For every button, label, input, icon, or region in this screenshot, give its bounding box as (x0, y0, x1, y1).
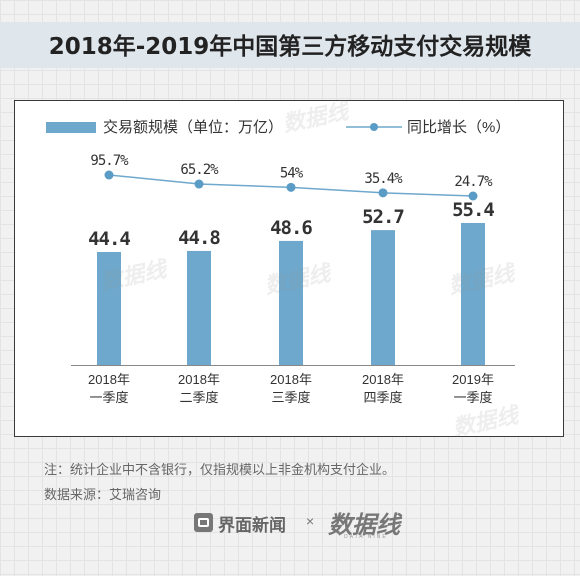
bar-value-label: 44.8 (178, 227, 220, 249)
bar-value-label: 44.4 (88, 228, 130, 250)
growth-point (286, 182, 296, 192)
note-text: 注：统计企业中不含银行，仅指规模以上非金机构支付企业。 (44, 463, 396, 478)
x-tick-label-quarter: 二季度 (179, 390, 218, 405)
legend-bar-label: 交易额规模（单位：万亿） (103, 118, 283, 136)
x-tick-label-quarter: 一季度 (89, 390, 128, 405)
growth-label: 95.7% (90, 153, 129, 169)
x-tick-label-year: 2018年 (178, 372, 220, 387)
footer: 界面新闻 × 数据线 DATA NINE (0, 509, 580, 540)
growth-label: 65.2% (180, 162, 219, 178)
chart-panel: 交易额规模（单位：万亿） 同比增长（%） 44.4 44.8 48.6 52.7 55.4 9… (14, 100, 564, 437)
partner-logo: 数据线 (328, 510, 400, 539)
growth-point (194, 179, 204, 189)
bar-value-label: 55.4 (452, 199, 494, 221)
growth-label: 24.7% (454, 174, 493, 190)
growth-point (104, 170, 114, 180)
x-tick-label-quarter: 三季度 (271, 390, 310, 405)
bar (279, 240, 303, 365)
legend-line-marker (370, 123, 378, 131)
bar-value-label: 52.7 (362, 206, 404, 228)
separator: × (306, 513, 315, 529)
chart-canvas: 交易额规模（单位：万亿） 同比增长（%） 44.4 44.8 48.6 52.7 55.4 9… (46, 118, 515, 405)
bar (187, 250, 211, 365)
notes: 注：统计企业中不含银行，仅指规模以上非金机构支付企业。 数据来源：艾瑞咨询 (44, 458, 395, 508)
bar (371, 230, 395, 365)
x-tick-label-year: 2018年 (270, 372, 312, 387)
chart-title: 2018年-2019年中国第三方移动支付交易规模 (48, 34, 532, 60)
legend-line-label: 同比增长（%） (407, 119, 510, 136)
partner-logo-sub: DATA NINE (344, 534, 388, 540)
legend-bar-swatch (46, 122, 96, 133)
x-tick-label-year: 2018年 (88, 372, 130, 387)
x-tick-label-quarter: 四季度 (363, 390, 402, 405)
bar (461, 223, 485, 365)
brand-logo-icon (194, 513, 213, 532)
title-band (0, 22, 580, 68)
x-tick-label-year: 2019年 (452, 372, 494, 387)
growth-label: 35.4% (364, 171, 403, 187)
growth-point (468, 191, 478, 201)
x-tick-label-quarter: 一季度 (453, 390, 492, 405)
bar (97, 252, 121, 365)
bar-value-label: 48.6 (270, 217, 312, 239)
x-tick-label-year: 2018年 (362, 372, 404, 387)
source-text: 数据来源：艾瑞咨询 (44, 488, 162, 503)
growth-label: 54% (280, 165, 304, 181)
brand-name: 界面新闻 (218, 516, 286, 536)
growth-point (378, 188, 388, 198)
